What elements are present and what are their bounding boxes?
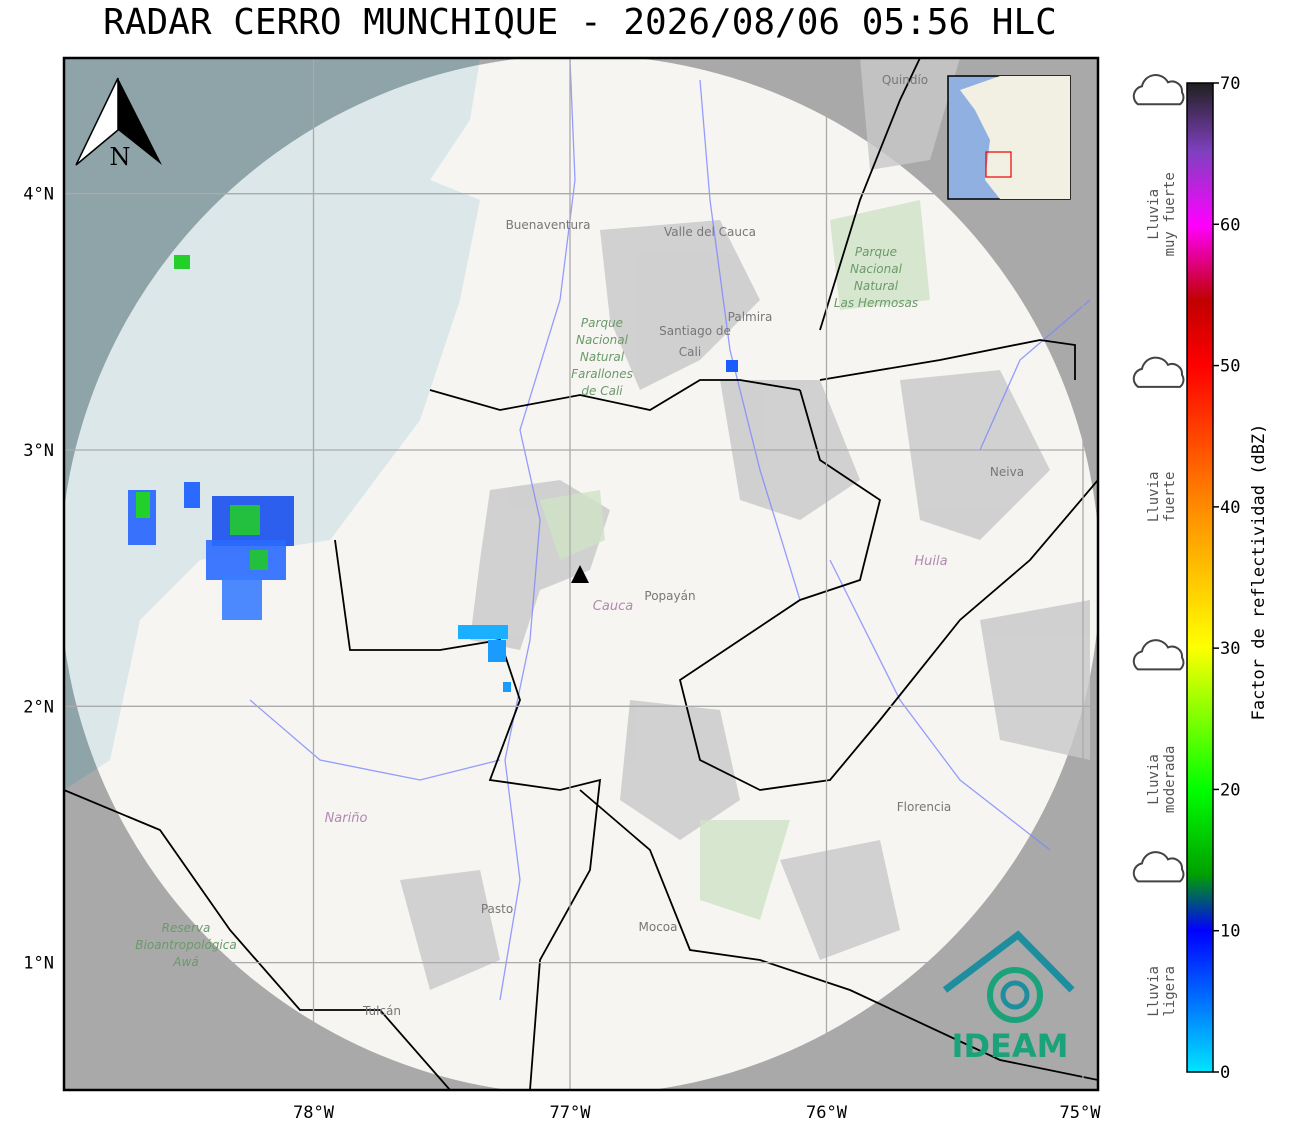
logo-text: IDEAM bbox=[952, 1027, 1069, 1065]
place-label: Mocoa bbox=[639, 920, 678, 934]
place-label: Palmira bbox=[728, 310, 773, 324]
colorbar-tick-label: 60 bbox=[1220, 215, 1240, 235]
place-label: Valle del Cauca bbox=[664, 225, 756, 239]
place-label: Tulcán bbox=[362, 1004, 401, 1018]
north-label: N bbox=[110, 143, 131, 171]
colorbar-tick-label: 70 bbox=[1220, 74, 1240, 94]
rain-label: Lluvia bbox=[1146, 472, 1162, 523]
lat-tick-label: 1°N bbox=[23, 954, 54, 974]
park-label: Bioantropológica bbox=[135, 938, 236, 952]
inset-map bbox=[947, 75, 1071, 200]
map-frame bbox=[62, 56, 1100, 1092]
rain-label: ligera bbox=[1162, 966, 1178, 1017]
rain-icon bbox=[1132, 639, 1185, 671]
colorbar bbox=[1186, 82, 1214, 1073]
park-label: Natural bbox=[854, 279, 899, 293]
title: RADAR CERRO MUNCHIQUE - 2026/08/06 05:56… bbox=[103, 2, 1057, 43]
colorbar-tick-label: 30 bbox=[1220, 639, 1240, 659]
place-label: Popayán bbox=[644, 589, 695, 603]
parks bbox=[540, 200, 930, 920]
park-label: Parque bbox=[581, 316, 623, 330]
colorbar-tick-label: 10 bbox=[1220, 922, 1240, 942]
radar-echoes bbox=[128, 255, 738, 692]
ideam-logo: IDEAM bbox=[942, 930, 1075, 1065]
lon-tick-label: 75°W bbox=[1060, 1103, 1102, 1123]
department-label: Nariño bbox=[325, 811, 368, 826]
cloud bbox=[1132, 74, 1185, 106]
place-label: Neiva bbox=[990, 465, 1024, 479]
north-arrow: N bbox=[75, 77, 162, 171]
department-label: Huila bbox=[914, 554, 947, 569]
place-label: Buenaventura bbox=[506, 218, 591, 232]
map: Buenaventura Valle del Cauca Santiago de Ca… bbox=[64, 58, 1098, 1090]
lon-tick-label: 78°W bbox=[293, 1103, 335, 1123]
park-label: de Cali bbox=[581, 384, 623, 398]
rain-label: muy fuerte bbox=[1162, 172, 1178, 256]
lon-tick-label: 77°W bbox=[550, 1103, 592, 1123]
colorbar-ticks: 0 10 20 30 40 50 60 70 bbox=[1213, 74, 1240, 1083]
cloud bbox=[1132, 639, 1185, 671]
lat-tick-label: 2°N bbox=[23, 697, 54, 717]
park-label: Parque bbox=[855, 245, 897, 259]
graticule bbox=[64, 58, 1098, 1090]
place-label: Cali bbox=[679, 345, 701, 359]
rain-label: Lluvia bbox=[1146, 189, 1162, 240]
terrain bbox=[400, 58, 1090, 990]
department-label: Cauca bbox=[593, 599, 633, 614]
colorbar-tick-label: 40 bbox=[1220, 498, 1240, 518]
colorbar-label: Factor de reflectividad (dBZ) bbox=[1249, 424, 1269, 721]
place-label: Florencia bbox=[897, 800, 952, 814]
colorbar-tick-label: 50 bbox=[1220, 357, 1240, 377]
place-label: Pasto bbox=[481, 902, 513, 916]
rain-label: Lluvia bbox=[1146, 966, 1162, 1017]
park-label: Farallones bbox=[571, 367, 633, 381]
cloud bbox=[1132, 356, 1185, 388]
cloud bbox=[1132, 851, 1185, 883]
colorbar-tick-label: 0 bbox=[1220, 1063, 1230, 1083]
radar-site bbox=[571, 565, 589, 583]
place-label: Quindío bbox=[882, 73, 928, 87]
park-label: Natural bbox=[580, 350, 625, 364]
rain-icon bbox=[1132, 356, 1185, 388]
park-label: Reserva bbox=[162, 921, 211, 935]
place-labels: Buenaventura Valle del Cauca Santiago de Ca… bbox=[135, 73, 1024, 1018]
colorbar-tick-label: 20 bbox=[1220, 780, 1240, 800]
borders bbox=[64, 58, 1098, 1090]
rain-icon bbox=[1132, 74, 1185, 106]
park-label: Nacional bbox=[576, 333, 629, 347]
place-label: Santiago de bbox=[659, 324, 731, 338]
park-label: Las Hermosas bbox=[834, 296, 918, 310]
rain-label: fuerte bbox=[1162, 472, 1178, 523]
lat-tick-label: 4°N bbox=[23, 185, 54, 205]
axes: 78°W 77°W 76°W 75°W 4°N 3°N 2°N 1°N bbox=[23, 185, 1101, 1123]
park-label: Awá bbox=[172, 955, 198, 969]
rain-label: moderada bbox=[1162, 746, 1178, 813]
lat-tick-label: 3°N bbox=[23, 441, 54, 461]
lon-tick-label: 76°W bbox=[806, 1103, 848, 1123]
rain-icon bbox=[1132, 851, 1185, 883]
rain-label: Lluvia bbox=[1146, 754, 1162, 805]
park-label: Nacional bbox=[850, 262, 903, 276]
